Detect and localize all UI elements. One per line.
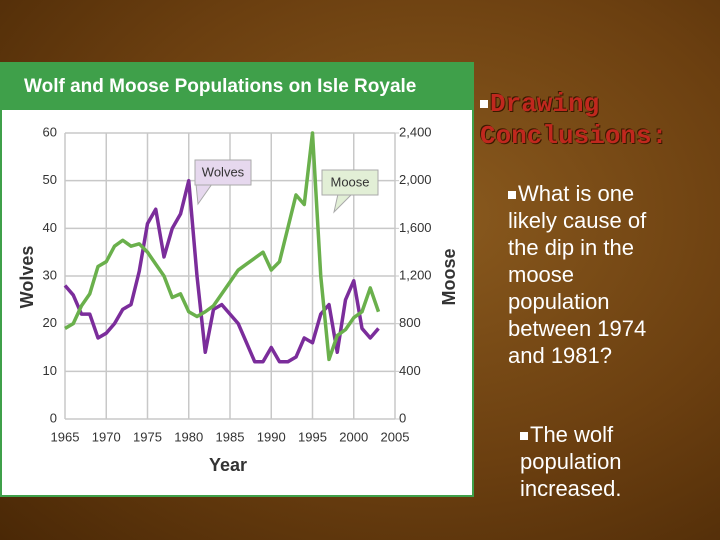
x-tick-label: 1975	[133, 429, 162, 444]
x-tick-label: 2005	[381, 429, 410, 444]
x-tick-label: 1985	[216, 429, 245, 444]
y2-tick-label: 2,400	[399, 124, 432, 139]
y-tick-label: 10	[43, 363, 57, 378]
callout-box	[194, 159, 252, 186]
callout-box	[321, 169, 379, 196]
x-tick-label: 2000	[339, 429, 368, 444]
x-tick-label: 1970	[92, 429, 121, 444]
series-line	[63, 178, 380, 364]
y2-tick-label: 1,600	[399, 220, 432, 235]
chart-panel: Wolf and Moose Populations on Isle Royal…	[0, 60, 476, 499]
x-tick-label: 1990	[257, 429, 286, 444]
bullet	[508, 191, 516, 200]
annotation: Moose	[330, 174, 369, 189]
answer-text: The wolf population increased.	[520, 422, 622, 501]
question: What is one likely cause of the dip in t…	[508, 180, 678, 369]
y-tick-label: 60	[43, 124, 57, 139]
chart: Wolf and Moose Populations on Isle Royal…	[0, 60, 476, 499]
y-axis-label: Wolves	[17, 246, 37, 309]
x-tick-label: 1980	[174, 429, 203, 444]
y-tick-label: 0	[50, 410, 57, 425]
y2-tick-label: 2,000	[399, 172, 432, 187]
y2-axis-label: Moose	[439, 248, 459, 305]
annotation: Wolves	[202, 164, 245, 179]
x-axis-label: Year	[209, 455, 247, 475]
title-bar	[0, 62, 474, 110]
y2-tick-label: 0	[399, 410, 406, 425]
bullet	[520, 432, 528, 441]
x-tick-label: 1965	[51, 429, 80, 444]
y2-tick-label: 800	[399, 315, 421, 330]
y-tick-label: 30	[43, 267, 57, 282]
y-tick-label: 20	[43, 315, 57, 330]
heading-text: Drawing Conclusions:	[480, 89, 668, 151]
question-text: What is one likely cause of the dip in t…	[508, 181, 647, 368]
y-tick-label: 40	[43, 220, 57, 235]
series-line	[64, 131, 381, 362]
slide-heading: Drawing Conclusions:	[480, 88, 700, 152]
y2-tick-label: 1,200	[399, 267, 432, 282]
bullet	[480, 100, 488, 109]
answer: The wolf population increased.	[520, 421, 670, 502]
y2-tick-label: 400	[399, 363, 421, 378]
x-tick-label: 1995	[298, 429, 327, 444]
y-tick-label: 50	[43, 172, 57, 187]
chart-title: Wolf and Moose Populations on Isle Royal…	[24, 76, 416, 97]
